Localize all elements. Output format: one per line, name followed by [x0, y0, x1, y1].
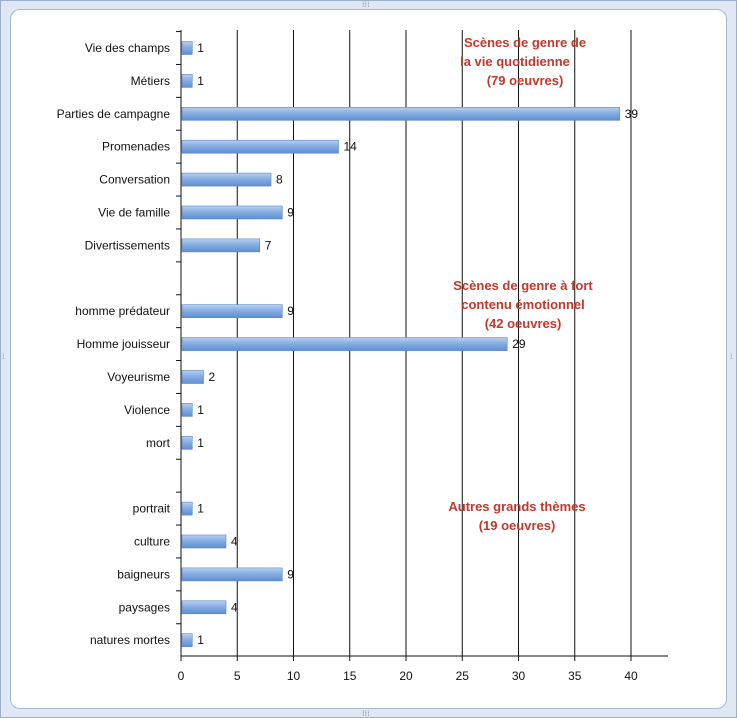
data-label: 39	[625, 107, 639, 121]
category-label: portrait	[133, 502, 171, 516]
x-tick-label: 10	[287, 669, 301, 683]
category-label: culture	[134, 535, 170, 549]
bar	[181, 403, 193, 417]
group-annotation: (19 oeuvres)	[479, 518, 556, 533]
bar	[181, 304, 283, 319]
category-label: homme prédateur	[75, 304, 170, 318]
bar	[181, 205, 283, 220]
resize-handle-right[interactable]: ⁞	[730, 352, 733, 361]
labels: 0 5 10 15 20 25 30 35 40 Vie des champs 1 Métiers 1 P…	[57, 41, 639, 683]
data-label: 1	[197, 502, 204, 516]
group-annotation: Autres grands thèmes	[448, 499, 585, 514]
group-annotation: (42 oeuvres)	[485, 316, 562, 331]
bar	[181, 107, 621, 121]
x-tick-label: 30	[512, 669, 526, 683]
bar	[181, 74, 193, 88]
category-label: Vie des champs	[85, 41, 170, 55]
x-tick-label: 35	[568, 669, 582, 683]
bars	[181, 41, 621, 648]
data-label: 7	[265, 238, 272, 252]
category-label: Vie de famille	[98, 206, 170, 220]
group-annotation: Scènes de genre de	[464, 35, 586, 50]
group-annotation: (79 oeuvres)	[487, 73, 564, 88]
data-label: 1	[197, 74, 204, 88]
category-label: Violence	[124, 403, 170, 417]
chart-area	[10, 9, 727, 709]
data-label: 1	[197, 403, 204, 417]
x-tick-label: 20	[399, 669, 413, 683]
resize-handle-left[interactable]: ⁞	[2, 352, 5, 361]
bar	[181, 435, 193, 450]
category-label: Voyeurisme	[107, 370, 170, 384]
resize-handle-bottom[interactable]: ⁞⁞⁞	[362, 709, 370, 718]
axes	[176, 30, 668, 661]
category-label: Divertissements	[85, 238, 170, 252]
data-label: 9	[287, 567, 294, 581]
group-annotation: la vie quotidienne	[460, 54, 570, 69]
bar	[181, 172, 272, 187]
data-label: 2	[209, 370, 216, 384]
category-label: Promenades	[102, 140, 170, 154]
data-label: 14	[344, 140, 358, 154]
x-tick-label: 40	[624, 669, 638, 683]
resize-handle-top[interactable]: ⁞⁞⁞	[362, 0, 370, 9]
data-label: 29	[512, 337, 526, 351]
bar	[181, 238, 261, 253]
category-label: paysages	[119, 600, 170, 614]
bar	[181, 501, 193, 516]
data-label: 4	[231, 535, 238, 549]
bar	[181, 534, 227, 549]
bar	[181, 139, 339, 154]
x-tick-label: 15	[343, 669, 357, 683]
bar	[181, 600, 227, 615]
group-annotation: contenu émotionnel	[461, 297, 585, 312]
bar	[181, 337, 508, 351]
data-label: 1	[197, 41, 204, 55]
bar	[181, 41, 193, 55]
data-label: 9	[287, 206, 294, 220]
data-label: 8	[276, 173, 283, 187]
data-label: 1	[197, 436, 204, 450]
x-tick-label: 5	[234, 669, 241, 683]
data-label: 9	[287, 304, 294, 318]
category-label: Parties de campagne	[57, 107, 171, 121]
bar	[181, 567, 283, 582]
x-tick-label: 0	[178, 669, 185, 683]
group-annotation: Scènes de genre à fort	[453, 278, 593, 293]
category-label: natures mortes	[90, 633, 170, 647]
category-label: mort	[146, 436, 171, 450]
x-tick-label: 25	[456, 669, 470, 683]
bar	[181, 370, 204, 384]
category-label: Homme jouisseur	[77, 337, 170, 351]
category-label: Conversation	[99, 173, 170, 187]
category-label: baigneurs	[117, 567, 170, 581]
bar	[181, 633, 193, 648]
data-label: 1	[197, 633, 204, 647]
data-label: 4	[231, 600, 238, 614]
category-label: Métiers	[131, 74, 170, 88]
annotations: Scènes de genre de la vie quotidienne (79 …	[448, 35, 593, 533]
